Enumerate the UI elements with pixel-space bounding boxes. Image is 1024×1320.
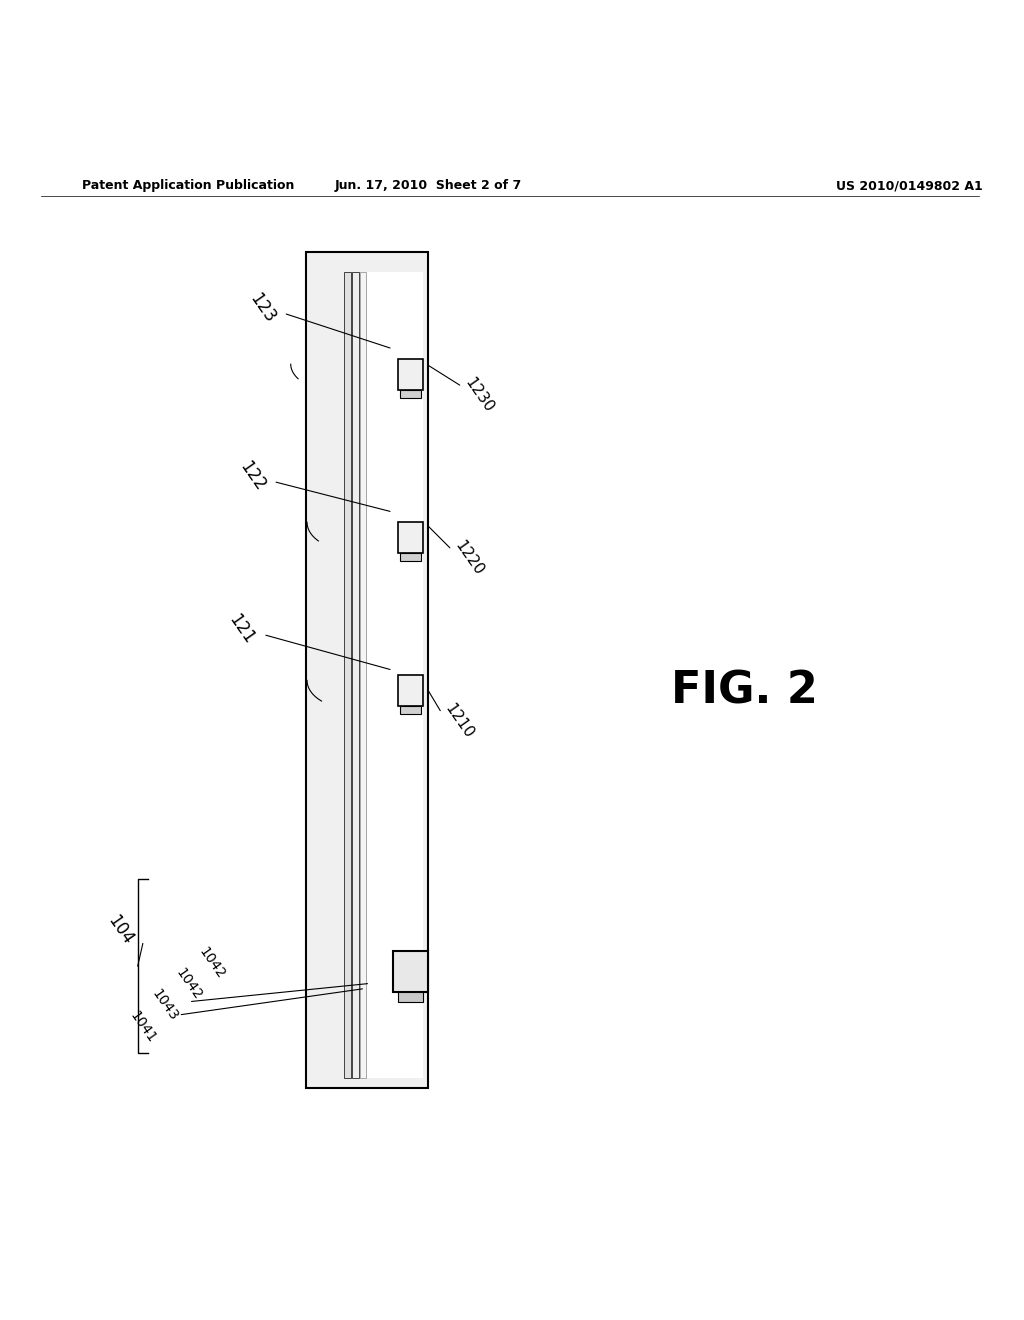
FancyBboxPatch shape [306,252,428,1089]
Bar [398,991,423,1002]
Bar [393,950,428,991]
Bar [344,272,351,1078]
Bar [352,272,359,1078]
Text: US 2010/0149802 A1: US 2010/0149802 A1 [837,180,983,193]
Text: 1043: 1043 [150,986,181,1023]
Text: 1042: 1042 [197,945,228,981]
Bar [398,359,423,389]
Text: 1230: 1230 [462,375,497,414]
Text: 122: 122 [236,458,268,495]
Bar [400,706,421,714]
Text: 1220: 1220 [452,539,486,578]
Bar [360,272,367,1078]
Bar [398,523,423,553]
Text: Patent Application Publication: Patent Application Publication [82,180,294,193]
Text: 104: 104 [103,912,137,949]
Text: Jun. 17, 2010  Sheet 2 of 7: Jun. 17, 2010 Sheet 2 of 7 [335,180,522,193]
Bar [398,676,423,706]
Text: 123: 123 [246,290,279,326]
Text: 1210: 1210 [442,701,476,742]
Bar [400,389,421,397]
Text: FIG. 2: FIG. 2 [672,669,818,711]
Bar [400,553,421,561]
Text: 1041: 1041 [127,1008,159,1045]
Text: 1042: 1042 [173,966,205,1003]
Bar [368,272,423,1078]
Text: 121: 121 [225,611,258,648]
